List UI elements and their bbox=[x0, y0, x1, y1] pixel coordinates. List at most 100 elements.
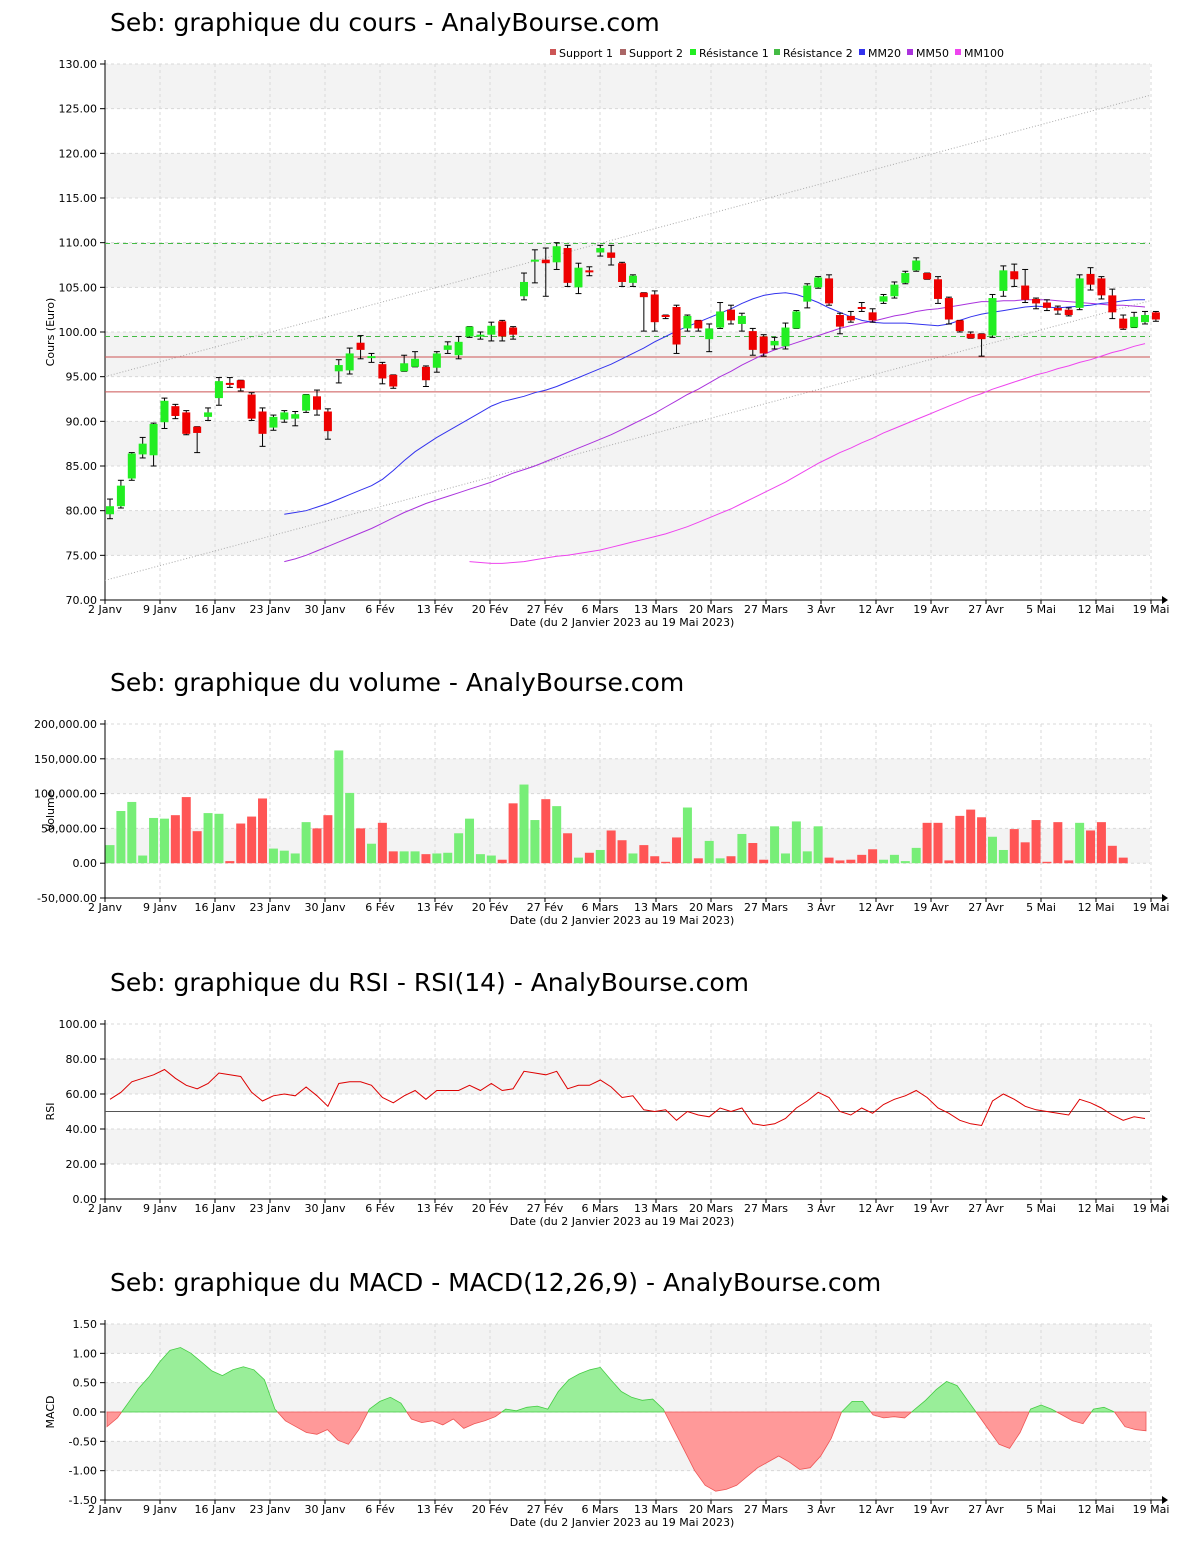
volume-bar bbox=[203, 813, 213, 864]
candle bbox=[737, 312, 746, 332]
y-tick-label: 125.00 bbox=[59, 103, 98, 116]
candle bbox=[106, 498, 114, 520]
legend-item: MM20 bbox=[859, 47, 901, 60]
x-tick-label: 13 Mars bbox=[634, 603, 678, 616]
candle-body bbox=[465, 326, 474, 337]
macd-positive-area bbox=[1090, 1406, 1115, 1413]
candle bbox=[214, 377, 223, 406]
candle-body bbox=[432, 353, 441, 368]
volume-bar bbox=[214, 813, 224, 864]
candle-body bbox=[770, 340, 779, 346]
candle bbox=[1151, 310, 1160, 322]
y-tick-label: 80.00 bbox=[66, 1053, 98, 1066]
y-tick-label: 75.00 bbox=[66, 549, 98, 562]
y-axis-label: Cours (Euro) bbox=[44, 298, 57, 367]
candle-body bbox=[498, 321, 507, 337]
volume-bar bbox=[279, 850, 289, 864]
plot-band bbox=[105, 332, 1150, 377]
legend-label: Résistance 1 bbox=[699, 47, 769, 60]
trend-channel-lower bbox=[104, 300, 1151, 581]
candle bbox=[411, 351, 420, 368]
x-tick-label: 9 Janv bbox=[143, 1202, 177, 1215]
candle bbox=[716, 302, 725, 329]
candle-body bbox=[803, 285, 812, 302]
candle bbox=[127, 452, 136, 481]
candle-body bbox=[1075, 278, 1084, 308]
rsi-chart-title: Seb: graphique du RSI - RSI(14) - AnalyB… bbox=[110, 968, 750, 997]
volume-bar bbox=[301, 822, 311, 864]
plot-band bbox=[105, 1441, 1150, 1471]
candle-body bbox=[1053, 307, 1062, 311]
macd-negative-area bbox=[106, 1411, 123, 1428]
plot-band bbox=[105, 153, 1150, 198]
x-tick-label: 19 Avr bbox=[913, 1503, 949, 1516]
candle-body bbox=[814, 277, 823, 288]
candle bbox=[1021, 268, 1030, 304]
y-tick-label: 70.00 bbox=[66, 594, 98, 607]
x-tick-label: 13 Fév bbox=[417, 1202, 454, 1215]
volume-bar bbox=[552, 806, 562, 864]
volume-bar bbox=[813, 826, 823, 864]
x-tick-label: 2 Janv bbox=[88, 901, 122, 914]
volume-bar bbox=[225, 861, 235, 864]
candle bbox=[748, 327, 757, 356]
x-tick-label: 19 Mai bbox=[1133, 603, 1170, 616]
y-tick-label: 100.00 bbox=[59, 326, 98, 339]
candle bbox=[421, 365, 430, 387]
candle-body bbox=[672, 306, 681, 345]
candle-body bbox=[225, 382, 234, 385]
candle bbox=[345, 347, 354, 375]
x-tick-label: 20 Mars bbox=[689, 1503, 733, 1516]
x-tick-label: 19 Mai bbox=[1133, 1202, 1170, 1215]
x-tick-label: 2 Janv bbox=[88, 1202, 122, 1215]
plot-band bbox=[105, 1324, 1150, 1354]
volume-bar bbox=[933, 822, 943, 864]
candle bbox=[236, 379, 245, 392]
candle-body bbox=[934, 279, 942, 299]
candle bbox=[825, 274, 834, 306]
macd-negative-area bbox=[1055, 1411, 1093, 1425]
x-axis-arrow bbox=[1162, 1195, 1168, 1203]
candle-body bbox=[585, 270, 594, 273]
x-tick-label: 19 Mai bbox=[1133, 901, 1170, 914]
legend-swatch bbox=[620, 49, 626, 55]
candle bbox=[759, 334, 768, 357]
volume-bar bbox=[606, 830, 616, 864]
candle bbox=[269, 414, 278, 431]
candle-body bbox=[737, 315, 746, 324]
volume-bar bbox=[149, 817, 159, 864]
y-tick-label: -1.50 bbox=[69, 1494, 97, 1507]
macd-positive-area bbox=[1028, 1404, 1057, 1413]
candle bbox=[1119, 314, 1128, 330]
x-tick-label: 13 Fév bbox=[417, 1503, 454, 1516]
volume-bar bbox=[998, 849, 1008, 864]
y-tick-label: 0.00 bbox=[73, 857, 98, 870]
legend-swatch bbox=[774, 49, 780, 55]
x-axis-arrow bbox=[1162, 894, 1168, 902]
y-tick-label: 150,000.00 bbox=[34, 753, 97, 766]
candle bbox=[955, 319, 964, 333]
legend-swatch bbox=[690, 49, 696, 55]
candle-body bbox=[367, 356, 376, 359]
volume-bar bbox=[508, 803, 518, 864]
candle bbox=[966, 331, 975, 339]
candle bbox=[171, 403, 180, 420]
legend-item: Résistance 1 bbox=[690, 47, 769, 60]
x-tick-label: 19 Avr bbox=[913, 603, 949, 616]
volume-bar bbox=[1042, 861, 1052, 864]
volume-bar bbox=[366, 843, 376, 864]
volume-bar bbox=[868, 849, 878, 864]
x-tick-label: 27 Mars bbox=[744, 603, 788, 616]
plot-band bbox=[105, 64, 1150, 109]
volume-bar bbox=[900, 861, 910, 864]
candle bbox=[705, 323, 714, 353]
volume-bar bbox=[846, 859, 856, 864]
volume-bar bbox=[944, 860, 954, 864]
x-tick-label: 3 Avr bbox=[807, 1202, 836, 1215]
candle-body bbox=[552, 246, 561, 263]
candle-body bbox=[988, 298, 997, 336]
candle bbox=[890, 281, 899, 299]
candle-body bbox=[302, 394, 311, 411]
volume-bar bbox=[748, 843, 758, 864]
x-tick-label: 16 Janv bbox=[195, 1202, 236, 1215]
